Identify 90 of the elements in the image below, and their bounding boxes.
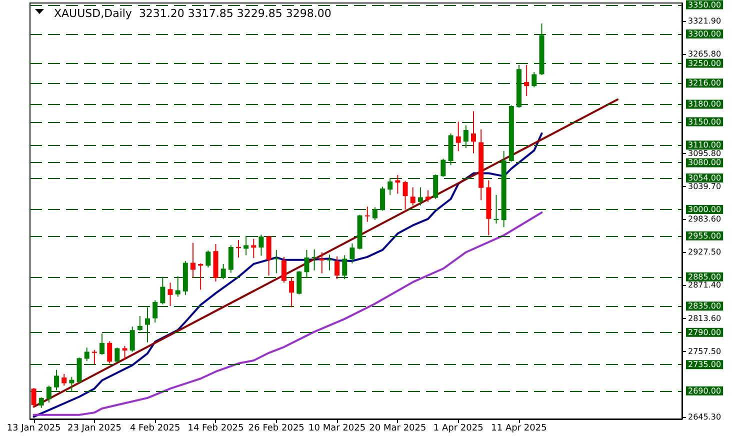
x-tick-label: 4 Feb 2025 [130, 424, 180, 434]
ref-line-label: 3216.00 [688, 78, 722, 88]
candlestick [251, 238, 256, 259]
candlestick [471, 110, 476, 154]
ref-line-label: 2690.00 [688, 386, 722, 396]
y-tick-label: 2871.40 [688, 280, 722, 290]
candlestick [46, 385, 52, 404]
candlestick [76, 357, 82, 384]
ref-line-label: 2735.00 [688, 360, 722, 370]
candlestick [372, 206, 378, 221]
candlestick [266, 235, 272, 276]
ref-line-label: 3300.00 [688, 30, 722, 39]
x-tick-label: 23 Jan 2025 [67, 424, 122, 434]
ref-line-label: 3250.00 [688, 58, 722, 68]
line-series [32, 211, 543, 416]
y-tick-label: 3265.80 [688, 50, 722, 59]
candlestick [433, 174, 438, 200]
candlestick [410, 186, 416, 206]
candlestick [92, 349, 97, 364]
x-tick-label: 11 Apr 2025 [491, 424, 547, 434]
y-tick-label: 2927.50 [688, 247, 722, 256]
x-tick-label: 10 Mar 2025 [308, 424, 366, 434]
candlestick [31, 387, 36, 408]
candlestick [168, 282, 173, 307]
candlestick [107, 340, 112, 364]
candlestick [190, 242, 196, 278]
candlestick [206, 250, 211, 268]
ref-line-label: 3054.00 [688, 173, 722, 182]
candlestick [304, 249, 310, 278]
candlestick [418, 186, 423, 206]
x-tick-label: 1 Apr 2025 [433, 424, 484, 434]
y-tick-label: 3321.90 [688, 16, 722, 26]
candlestick [62, 373, 67, 386]
line-series [32, 132, 543, 418]
candlestick [152, 300, 158, 323]
candlestick [388, 177, 393, 196]
y-tick-label: 2645.30 [688, 412, 722, 422]
chart-title: XAUUSD,Daily 3231.20 3317.85 3229.85 3298.00 [54, 7, 332, 20]
y-tick-label: 2757.50 [688, 346, 722, 356]
candlestick [220, 263, 226, 280]
x-tick-label: 20 Mar 2025 [369, 424, 426, 434]
ref-line-label: 2790.00 [688, 328, 722, 337]
candlestick [296, 270, 302, 295]
candlestick [100, 333, 105, 356]
candlestick [84, 347, 90, 362]
candlestick [114, 347, 120, 363]
candlestick [524, 64, 530, 97]
ref-line-label: 3180.00 [688, 100, 722, 109]
ref-line-label: 3150.00 [688, 117, 722, 126]
x-tick-label: 26 Feb 2025 [248, 424, 304, 434]
ref-line-label: 2835.00 [688, 302, 722, 311]
candlestick [319, 252, 324, 274]
candlestick [38, 396, 44, 408]
candlestick [228, 244, 234, 274]
candlestick [274, 249, 279, 274]
candlestick [463, 124, 468, 149]
ref-line-label: 3110.00 [688, 140, 722, 150]
y-tick-label: 2983.60 [688, 214, 722, 224]
x-tick-label: 14 Feb 2025 [188, 424, 244, 434]
candlestick [130, 326, 135, 352]
candlestick [258, 234, 264, 256]
candlestick [122, 345, 128, 360]
candlestick [244, 235, 249, 256]
candlestick [440, 158, 446, 178]
ref-line-label: 3080.00 [688, 158, 722, 168]
ref-line-label: 2955.00 [688, 231, 722, 240]
candlestick [54, 369, 60, 391]
candlestick [380, 186, 386, 212]
candlestick [350, 242, 355, 264]
candlestick [402, 180, 408, 210]
y-tick-label: 3095.80 [688, 148, 722, 158]
ref-line-label: 3000.00 [688, 205, 722, 214]
candlestick [175, 276, 180, 298]
candlestick [456, 121, 461, 152]
candlestick [137, 316, 142, 332]
y-tick-label: 2813.60 [688, 314, 722, 324]
candlestick [289, 276, 294, 308]
candlestick [145, 306, 150, 343]
candlestick [160, 276, 166, 305]
candlestick [426, 190, 431, 202]
candlestick [342, 254, 348, 280]
candlestick [281, 256, 286, 284]
y-tick-label: 3039.70 [688, 182, 722, 191]
candlestick [69, 376, 74, 392]
candlestick [532, 72, 537, 88]
candlestick [364, 206, 370, 222]
ref-line-label: 2885.00 [688, 272, 722, 282]
ref-line-label: 3350.00 [688, 0, 722, 10]
x-tick-label: 13 Jan 2025 [6, 424, 61, 434]
candlestick [334, 256, 340, 280]
